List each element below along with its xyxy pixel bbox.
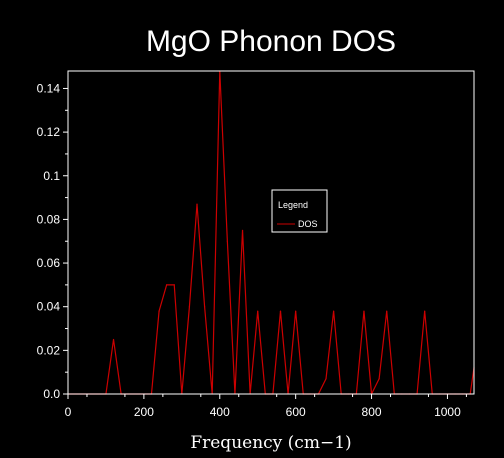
legend-title: Legend (278, 200, 308, 210)
x-tick-label: 200 (134, 405, 154, 419)
data-point (325, 378, 327, 380)
x-tick-label: 1000 (434, 405, 461, 419)
data-point (386, 310, 388, 312)
data-point (241, 229, 244, 231)
data-point (226, 240, 228, 242)
data-point (188, 306, 191, 308)
x-tick-label: 0 (65, 405, 72, 419)
data-point (158, 310, 160, 312)
y-tick-label: 0.06 (37, 256, 61, 270)
chart-title: MgO Phonon DOS (146, 25, 396, 58)
data-point (166, 284, 168, 286)
data-point (173, 284, 175, 286)
legend-box (271, 189, 328, 233)
series-line-dos (68, 70, 475, 397)
data-point (424, 310, 426, 312)
data-point (295, 310, 297, 312)
x-tick-label: 800 (362, 405, 382, 419)
x-tick-label: 400 (210, 405, 230, 419)
plot-frame (67, 70, 475, 395)
x-tick-label: 600 (286, 405, 306, 419)
x-axis: 0 200 400 600 800 1000 (65, 394, 467, 419)
y-tick-label: 0.08 (37, 212, 61, 226)
y-tick-label: 0.1 (43, 169, 60, 183)
data-point (196, 203, 198, 205)
y-tick-label: 0.12 (37, 125, 61, 139)
y-tick-label: 0.02 (37, 343, 61, 357)
y-tick-label: 0.0 (43, 387, 60, 401)
data-point (203, 306, 206, 308)
data-point (279, 310, 282, 312)
data-point (363, 310, 365, 312)
legend-label-dos: DOS (298, 219, 318, 229)
data-point (257, 310, 259, 312)
data-point (112, 338, 115, 341)
x-axis-label: Frequency (cm−1) (190, 433, 351, 453)
y-tick-label: 0.04 (37, 300, 61, 314)
data-point (378, 378, 380, 380)
legend: Legend DOS (271, 189, 328, 233)
y-axis: 0.0 0.02 0.04 0.06 0.08 0.1 0.12 0.14 (37, 81, 68, 401)
y-tick-label: 0.14 (37, 81, 61, 95)
data-point (333, 310, 335, 312)
